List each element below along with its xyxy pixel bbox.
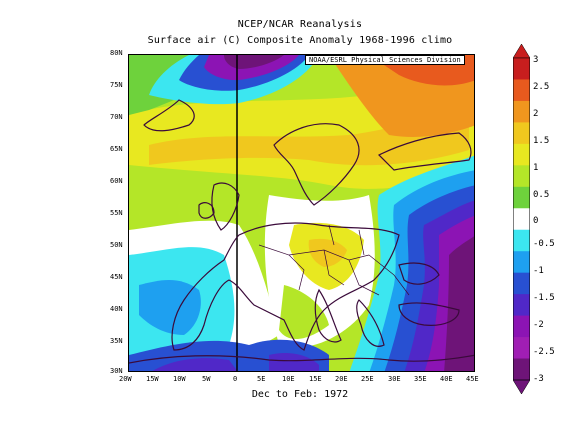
lat-label: 70N [110,113,123,121]
lon-label: 45E [466,375,479,383]
title-line-2: Surface air (C) Composite Anomaly 1968-1… [147,35,453,46]
field-sw-purple [152,358,238,371]
colorbar-segment [513,229,530,252]
lon-label: 5E [257,375,266,383]
lon-label: 40E [440,375,453,383]
anomaly-map [128,54,475,372]
colorbar-top-arrow [513,44,530,59]
iceland-coast [143,99,195,132]
colorbar-label: -0.5 [533,239,555,249]
lon-label: 15E [309,375,322,383]
lon-label: 20E [335,375,348,383]
lon-label: 10W [173,375,186,383]
britain-coast [211,182,240,231]
ireland-coast [198,202,215,219]
scandinavia-coast [273,123,360,206]
lat-label: 65N [110,145,123,153]
lat-label: 75N [110,81,123,89]
north-africa-coast [129,354,474,364]
lon-label: 25E [361,375,374,383]
lon-label: 20W [119,375,132,383]
lon-label: 35E [414,375,427,383]
colorbar-label: -1 [533,266,544,276]
colorbar-label: 2.5 [533,82,550,92]
title-line-1: NCEP/NCAR Reanalysis [237,19,363,30]
lat-label: 50N [110,241,123,249]
colorbar-segment [513,143,530,166]
colorbar-segment [513,294,530,317]
field-west-blue [139,280,201,335]
lat-label: 30N [110,367,123,375]
field-central-green [279,285,329,340]
turkey-coast [398,302,460,326]
colorbar-segment [513,337,530,360]
field-central-gold [308,238,347,267]
lat-label: 40N [110,305,123,313]
colorbar-segment [513,100,530,123]
colorbar-bottom-arrow [513,379,530,394]
lon-label: 5W [202,375,211,383]
colorbar-label: -1.5 [533,293,555,303]
colorbar-segment [513,315,530,338]
colorbar-segment [513,358,530,381]
colorbar-segment [513,208,530,231]
colorbar-label: 0 [533,216,539,226]
lon-label: 0 [233,375,238,383]
colorbar-segment [513,251,530,274]
field-south-purple [269,353,319,371]
lat-label: 55N [110,209,123,217]
greece-coast [356,299,385,347]
colorbar-label: 1 [533,163,539,173]
field-arctic-dark [224,55,284,69]
colorbar-segment [513,79,530,102]
anomaly-field [129,55,474,371]
colorbar-label: -3 [533,374,544,384]
colorbar-label: -2 [533,320,544,330]
europe-coast [171,222,400,351]
credit-label: NOAA/ESRL Physical Sciences Division [305,55,465,65]
colorbar-label: 2 [533,109,539,119]
coastlines [129,99,474,364]
black-sea-coast [398,262,440,285]
colorbar-segment [513,272,530,295]
field-east-dark [444,236,474,371]
colorbar [513,44,530,394]
colorbar-segment [513,186,530,209]
lat-label: 60N [110,177,123,185]
colorbar-segment [513,165,530,188]
colorbar-label: -2.5 [533,347,555,357]
lon-label: 15W [146,375,159,383]
period-caption: Dec to Feb: 1972 [251,389,349,400]
colorbar-label: 1.5 [533,136,550,146]
italy-coast [314,288,342,343]
baltic-coast [377,132,472,171]
country-borders [258,224,410,296]
lat-label: 45N [110,273,123,281]
colorbar-frame [513,57,530,381]
lat-label: 35N [110,337,123,345]
colorbar-segment [513,58,530,80]
colorbar-label: 0.5 [533,190,550,200]
lon-label: 10E [282,375,295,383]
lat-label: 80N [110,49,123,57]
lon-label: 30E [388,375,401,383]
colorbar-segment [513,122,530,145]
colorbar-label: 3 [533,55,539,65]
